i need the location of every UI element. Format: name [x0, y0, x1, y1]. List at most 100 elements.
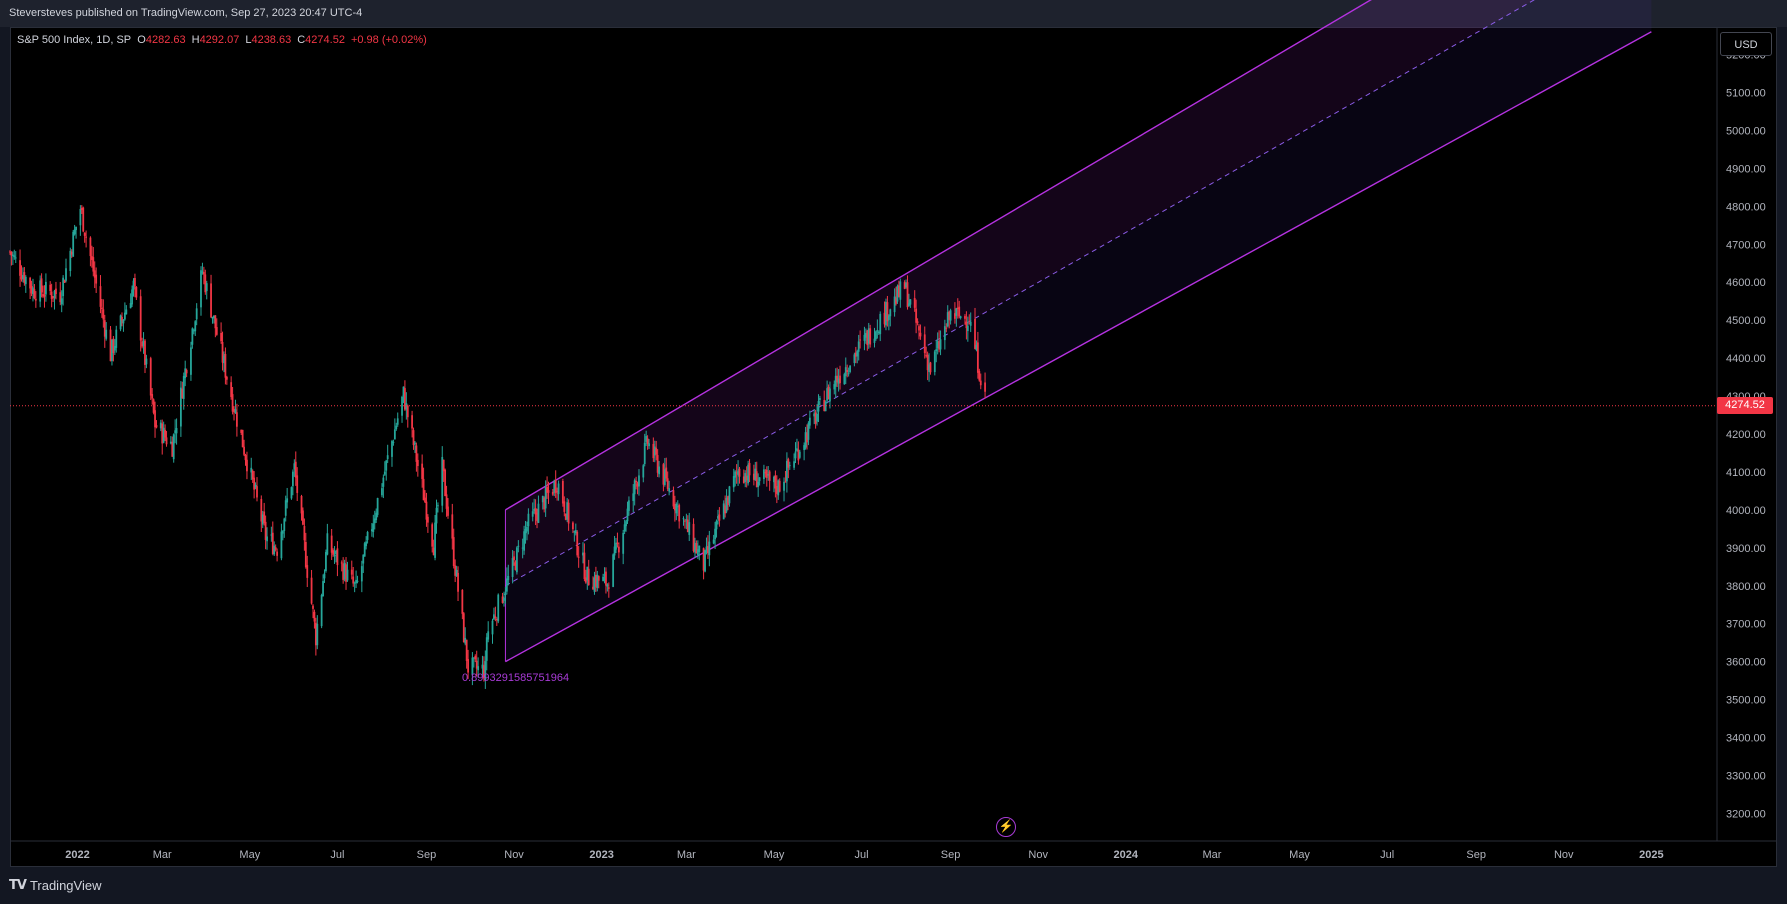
y-tick-label: 5000.00: [1726, 125, 1766, 137]
parallel-channel: [504, 0, 1652, 663]
close-value: 4274.52: [305, 34, 345, 46]
candle-body: [382, 477, 385, 487]
candle-body: [913, 297, 916, 308]
candle-body: [933, 351, 936, 373]
candle-body: [775, 485, 778, 494]
candle-body: [694, 542, 696, 553]
candle-body: [293, 463, 296, 470]
candle-body: [125, 309, 128, 315]
lightning-icon[interactable]: ⚡: [996, 817, 1016, 837]
candle-body: [635, 480, 638, 483]
candle-body: [954, 313, 956, 319]
candle-body: [19, 260, 21, 276]
candle-body: [80, 208, 83, 210]
candle-body: [626, 508, 629, 522]
candle-body: [666, 478, 669, 489]
candle-body: [314, 622, 317, 646]
candle-body: [524, 529, 527, 534]
candle-body: [300, 495, 303, 514]
candle-body: [405, 403, 408, 410]
candle-body: [230, 382, 233, 397]
candle-body: [574, 530, 577, 534]
candle-body: [441, 456, 444, 506]
candle-body: [774, 475, 777, 489]
candle-body: [49, 284, 52, 291]
candle-body: [597, 576, 600, 581]
candle-body: [73, 229, 76, 235]
candle-body: [646, 438, 649, 444]
candle-body: [192, 330, 195, 332]
candle-body: [573, 531, 576, 533]
candle-body: [424, 497, 426, 503]
candle-body: [482, 665, 485, 679]
candle-body: [816, 413, 818, 422]
candle-body: [755, 471, 758, 488]
candle-body: [241, 429, 244, 448]
candle-body: [23, 272, 26, 284]
candle-body: [541, 495, 544, 503]
open-label: O: [137, 34, 146, 46]
candle-body: [444, 469, 447, 497]
candle-body: [824, 401, 827, 412]
candle-body: [692, 523, 695, 551]
candle-body: [185, 369, 188, 374]
candle-body: [685, 519, 688, 521]
candle-body: [284, 500, 287, 516]
currency-button[interactable]: USD: [1720, 32, 1772, 56]
y-tick-label: 3500.00: [1726, 695, 1766, 707]
candle-body: [471, 657, 474, 675]
candle-body: [336, 548, 339, 566]
candle-body: [615, 542, 617, 550]
candle-body: [724, 505, 727, 514]
candle-body: [251, 470, 254, 480]
candle-body: [869, 328, 872, 345]
candle-body: [20, 276, 23, 280]
candle-body: [154, 410, 156, 428]
candle-body: [14, 257, 17, 259]
candle-body: [101, 307, 103, 310]
candle-body: [678, 504, 681, 522]
candle-body: [602, 576, 604, 582]
candle-body: [773, 476, 775, 483]
candle-body: [79, 208, 82, 226]
candle-body: [385, 460, 388, 471]
symbol-legend: S&P 500 Index, 1D, SP O 4282.63 H 4292.07 …: [17, 34, 433, 46]
candle-body: [467, 659, 469, 673]
candle-body: [521, 547, 524, 549]
candle-body: [827, 386, 830, 400]
candle-body: [577, 556, 580, 558]
candle-body: [340, 562, 343, 564]
x-tick-label: Mar: [153, 849, 172, 861]
candle-body: [817, 401, 820, 412]
channel-upper-line: [505, 0, 1372, 511]
y-tick-label: 3800.00: [1726, 581, 1766, 593]
tradingview-logo-icon: TV: [9, 878, 27, 893]
candle-body: [141, 341, 144, 347]
candle-body: [915, 308, 918, 323]
candle-body: [276, 551, 279, 556]
candle-body: [846, 370, 849, 373]
candle-body: [546, 486, 548, 493]
candle-body: [686, 519, 689, 533]
candle-body: [132, 280, 135, 290]
candle-body: [134, 278, 136, 287]
candle-body: [883, 312, 886, 325]
x-tick-label: 2025: [1639, 849, 1663, 861]
chart-frame[interactable]: [10, 27, 1777, 867]
candle-body: [401, 396, 403, 416]
x-tick-label: 2023: [589, 849, 613, 861]
candle-body: [965, 321, 968, 329]
candle-body: [974, 318, 976, 349]
candle-body: [320, 595, 323, 627]
candle-body: [732, 476, 735, 488]
candle-body: [849, 365, 851, 372]
tradingview-logo[interactable]: TV TradingView: [9, 878, 101, 893]
candle-body: [447, 506, 449, 516]
candle-body: [69, 250, 72, 271]
candle-body: [396, 418, 399, 425]
candle-body: [576, 531, 579, 556]
candle-body: [925, 355, 928, 357]
candle-body: [594, 574, 597, 587]
candle-body: [788, 465, 791, 467]
